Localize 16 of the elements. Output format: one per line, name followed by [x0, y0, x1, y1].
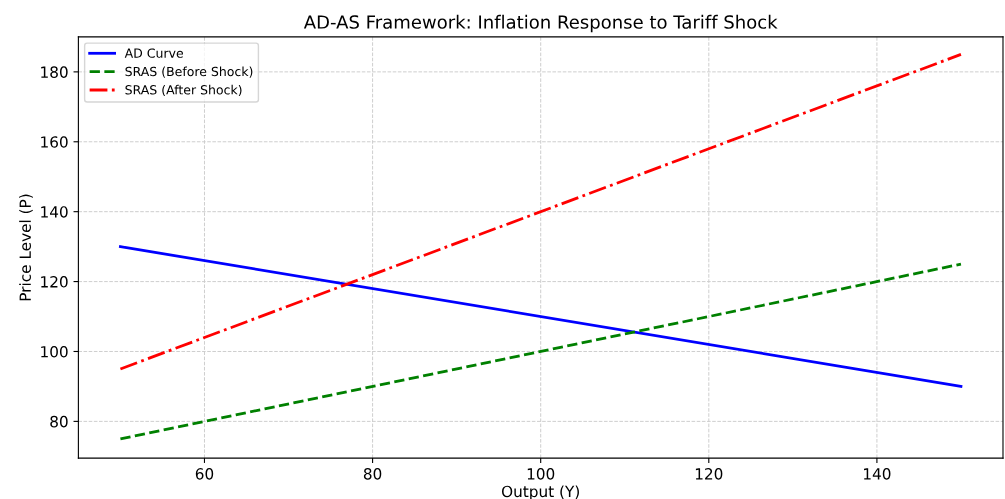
y-tick-label: 80	[50, 415, 68, 428]
y-tick-label: 180	[41, 66, 68, 78]
x-tick-label: 140	[864, 468, 891, 480]
x-tick-label: 80	[363, 468, 382, 480]
x-tick-label: 60	[195, 468, 214, 480]
x-tick-label: 120	[695, 468, 723, 480]
y-tick-label: 100	[41, 345, 68, 358]
y-tick-label: 160	[41, 136, 68, 148]
legend-label: SRAS (Before Shock)	[125, 66, 253, 78]
chart-title: AD-AS Framework: Inflation Response to Tariff Shock	[303, 14, 778, 33]
y-axis-title: Price Level (P)	[19, 194, 33, 301]
y-tick-label: 120	[41, 276, 68, 288]
legend-label: SRAS (After Shock)	[125, 84, 242, 97]
legend-label: AD Curve	[124, 48, 183, 58]
y-tick-label: 140	[41, 206, 68, 218]
x-tick-label: 100	[527, 468, 555, 480]
